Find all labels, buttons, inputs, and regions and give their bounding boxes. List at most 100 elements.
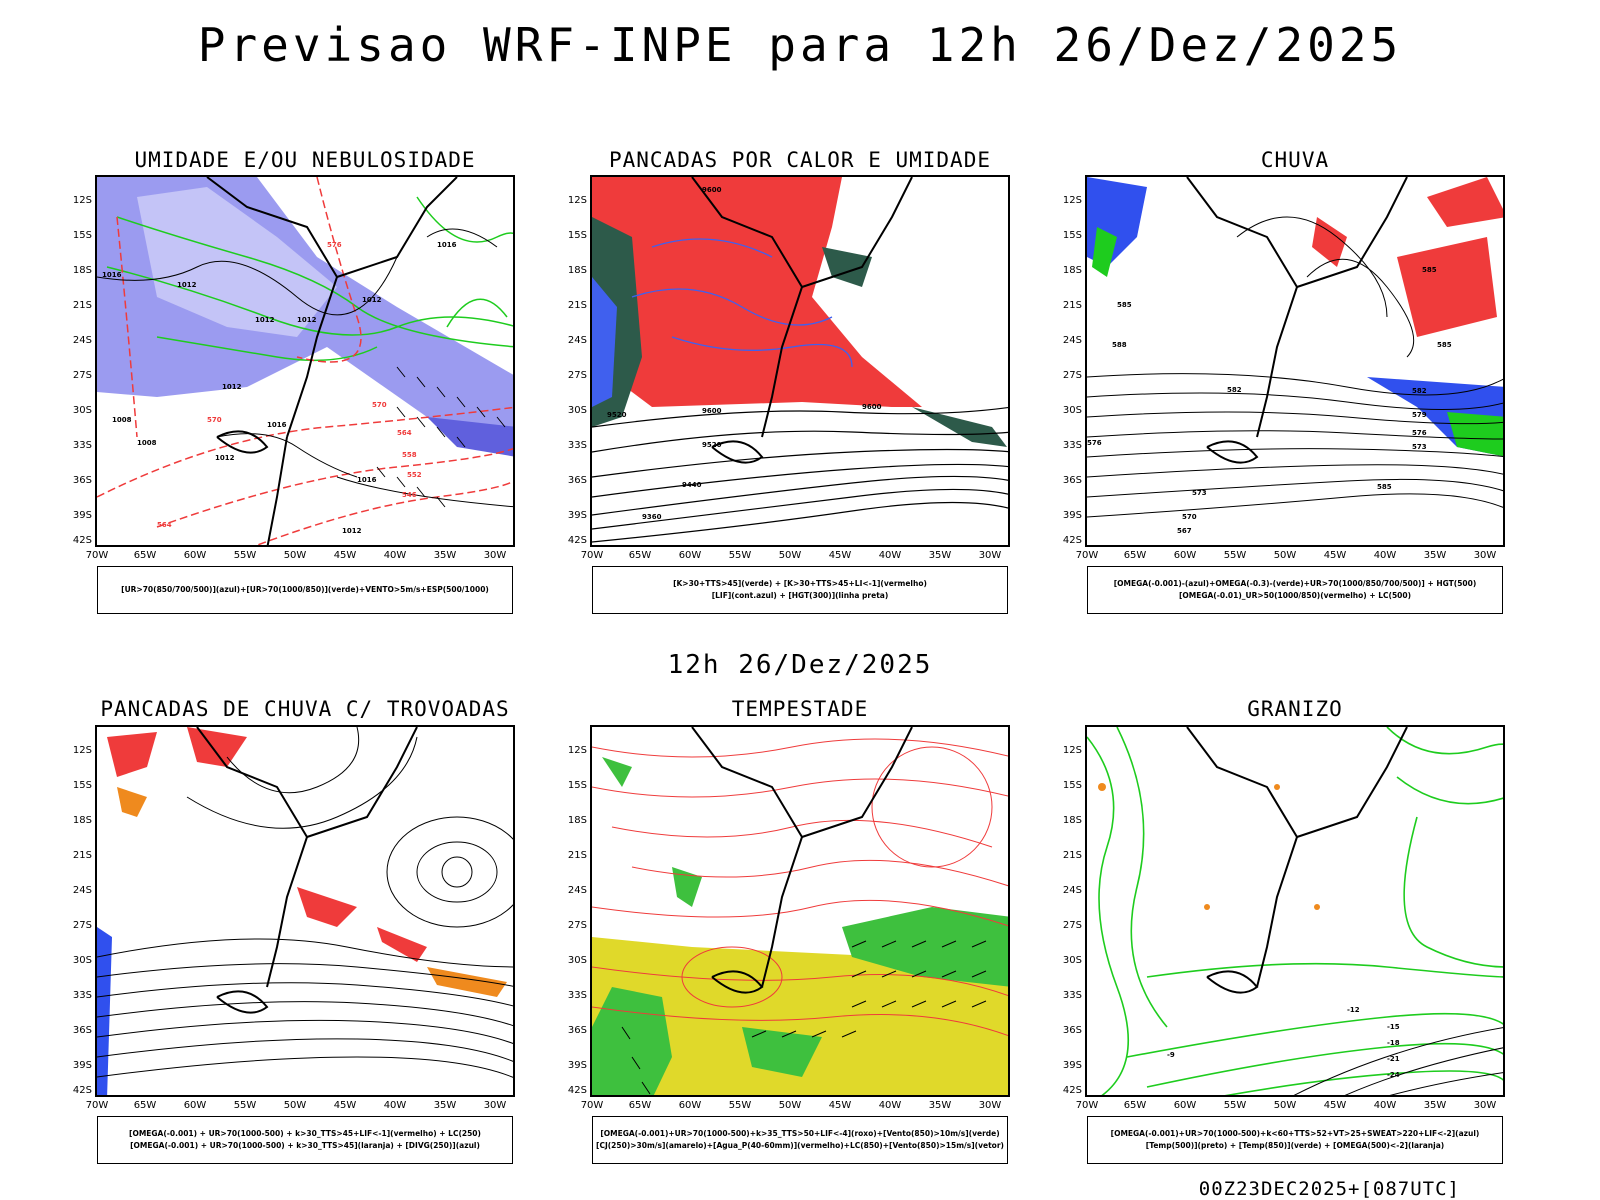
lat-tick: 15S bbox=[72, 230, 92, 241]
legend-line: [UR>70(850/700/500)](azul)+[UR>70(1000/8… bbox=[121, 585, 489, 594]
lat-axis: 12S 15S 18S 21S 24S 27S 30S 33S 36S 39S 42S bbox=[557, 175, 587, 547]
lon-tick: 55W bbox=[1223, 550, 1247, 561]
lon-tick: 45W bbox=[333, 550, 357, 561]
lon-tick: 55W bbox=[728, 550, 752, 561]
lat-tick: 36S bbox=[1062, 1025, 1082, 1036]
lat-tick: 18S bbox=[567, 265, 587, 276]
lon-axis: 70W 65W 60W 55W 50W 45W 40W 35W 30W bbox=[1076, 1100, 1505, 1114]
temp850-contours bbox=[1087, 727, 1503, 1095]
lon-tick: 65W bbox=[133, 550, 157, 561]
panel-title-granizo: GRANIZO bbox=[1247, 697, 1343, 721]
lat-tick: 21S bbox=[72, 300, 92, 311]
lat-tick: 21S bbox=[1062, 850, 1082, 861]
map-trovoadas bbox=[95, 725, 515, 1097]
contour-labels: -15 -18 -21 -24 -12 -9 bbox=[1167, 1006, 1400, 1079]
lat-tick: 27S bbox=[1062, 370, 1082, 381]
contour-label: 1016 bbox=[357, 476, 377, 484]
dkgreen-area bbox=[912, 407, 1007, 447]
lat-tick: 33S bbox=[72, 990, 92, 1001]
contour-labels: 585 585 582 579 576 573 570 567 576 573 … bbox=[1087, 266, 1452, 535]
contour-label: 1012 bbox=[342, 527, 362, 535]
lat-tick: 39S bbox=[1062, 510, 1082, 521]
mid-title: 12h 26/Dez/2025 bbox=[667, 650, 933, 680]
lat-tick: 27S bbox=[72, 920, 92, 931]
contour-label: 1008 bbox=[137, 439, 157, 447]
legend-line: [Temp(500)](preto) + [Temp(850)](verde) … bbox=[1145, 1141, 1445, 1150]
lon-tick: 60W bbox=[1173, 550, 1197, 561]
lon-tick: 60W bbox=[183, 550, 207, 561]
main-title: Previsao WRF-INPE para 12h 26/Dez/2025 bbox=[197, 18, 1403, 72]
lon-tick: 70W bbox=[580, 550, 604, 561]
humidity-light-area bbox=[137, 187, 337, 337]
lon-tick: 60W bbox=[678, 1100, 702, 1111]
lat-tick: 33S bbox=[1062, 440, 1082, 451]
lif-contours bbox=[631, 238, 853, 368]
lat-tick: 12S bbox=[72, 745, 92, 756]
contour-label: 9520 bbox=[702, 441, 722, 449]
lat-tick: 42S bbox=[1062, 535, 1082, 546]
contour-label: 579 bbox=[1412, 411, 1427, 419]
lat-tick: 33S bbox=[72, 440, 92, 451]
wind-green-area bbox=[742, 1027, 822, 1077]
lat-tick: 21S bbox=[567, 300, 587, 311]
lat-tick: 42S bbox=[72, 535, 92, 546]
red-rain-area bbox=[1312, 217, 1347, 267]
lon-tick: 50W bbox=[778, 550, 802, 561]
panel-title-chuva: CHUVA bbox=[1260, 148, 1330, 172]
contour-label: 1012 bbox=[297, 316, 317, 324]
contour-label: 576 bbox=[1087, 439, 1102, 447]
lon-tick: 60W bbox=[183, 1100, 207, 1111]
lon-tick: 30W bbox=[1473, 1100, 1497, 1111]
lon-tick: 50W bbox=[1273, 1100, 1297, 1111]
contour-labels: 1016 1016 1012 1012 1012 1012 1012 1008 … bbox=[102, 241, 457, 535]
lon-tick: 35W bbox=[928, 550, 952, 561]
map-tempestade bbox=[590, 725, 1010, 1097]
lat-axis: 12S 15S 18S 21S 24S 27S 30S 33S 36S 39S 42S bbox=[1052, 725, 1082, 1097]
legend-line: [OMEGA(-0.001)-(azul)+OMEGA(-0.3)-(verde… bbox=[1113, 579, 1477, 588]
lon-tick: 30W bbox=[483, 1100, 507, 1111]
orange-cells bbox=[427, 967, 507, 997]
lon-tick: 40W bbox=[383, 550, 407, 561]
lat-tick: 27S bbox=[1062, 920, 1082, 931]
wind-green-area bbox=[672, 867, 702, 907]
contour-label: 576 bbox=[1412, 429, 1427, 437]
lat-tick: 42S bbox=[567, 1085, 587, 1096]
wind-green-area bbox=[592, 987, 672, 1095]
contour-labels: 9600 9520 9600 9600 9520 9440 9360 bbox=[607, 186, 882, 521]
lon-tick: 60W bbox=[1173, 1100, 1197, 1111]
hgt-contours bbox=[592, 406, 1008, 543]
run-timestamp: 00Z23DEC2025+[087UTC] bbox=[1198, 1178, 1460, 1200]
lat-tick: 15S bbox=[567, 780, 587, 791]
legend-chuva: [OMEGA(-0.001)-(azul)+OMEGA(-0.3)-(verde… bbox=[1087, 566, 1503, 614]
lat-tick: 27S bbox=[72, 370, 92, 381]
lat-tick: 24S bbox=[72, 335, 92, 346]
lon-tick: 40W bbox=[383, 1100, 407, 1111]
green-contours bbox=[106, 196, 513, 362]
lon-tick: 40W bbox=[878, 1100, 902, 1111]
lat-tick: 42S bbox=[567, 535, 587, 546]
streamlines bbox=[97, 727, 513, 1078]
black-isobars bbox=[97, 228, 513, 508]
contour-label: 585 bbox=[1377, 483, 1392, 491]
red-storm-cells bbox=[107, 732, 157, 777]
contour-label: 9600 bbox=[702, 407, 722, 415]
lc850-contours bbox=[592, 738, 1008, 1037]
contour-label: 9520 bbox=[607, 411, 627, 419]
contour-label: 1008 bbox=[112, 416, 132, 424]
red-dashed-contours bbox=[97, 177, 513, 545]
lat-tick: 33S bbox=[567, 440, 587, 451]
lon-tick: 65W bbox=[628, 1100, 652, 1111]
map-umidade: 1016 1016 1012 1012 1012 1012 1012 1008 … bbox=[95, 175, 515, 547]
contour-label: 1016 bbox=[102, 271, 122, 279]
lat-tick: 36S bbox=[72, 475, 92, 486]
wind-green-area bbox=[602, 757, 632, 787]
contour-label: 585 bbox=[1422, 266, 1437, 274]
lat-tick: 30S bbox=[567, 955, 587, 966]
lon-tick: 45W bbox=[1323, 550, 1347, 561]
legend-umidade: [UR>70(850/700/500)](azul)+[UR>70(1000/8… bbox=[97, 566, 513, 614]
lat-tick: 30S bbox=[72, 955, 92, 966]
contour-label: -12 bbox=[1347, 1006, 1360, 1014]
lat-tick: 30S bbox=[72, 405, 92, 416]
red-storm-cells bbox=[377, 927, 427, 962]
lon-axis: 70W 65W 60W 55W 50W 45W 40W 35W 30W bbox=[86, 1100, 515, 1114]
